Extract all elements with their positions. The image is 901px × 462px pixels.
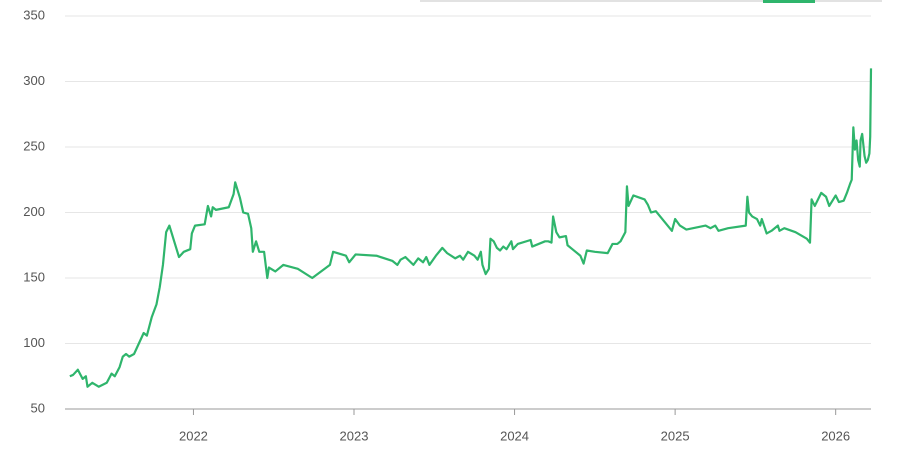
price-line <box>69 68 873 388</box>
x-tick-label: 2024 <box>500 428 529 443</box>
active-tab-indicator <box>763 0 815 3</box>
y-tick-label: 300 <box>23 73 45 88</box>
y-tick-label: 100 <box>23 335 45 350</box>
y-tick-label: 200 <box>23 204 45 219</box>
x-tick-label: 2025 <box>661 428 690 443</box>
y-tick-label: 350 <box>23 7 45 22</box>
y-tick-label: 250 <box>23 138 45 153</box>
toolbar-edge <box>420 0 882 2</box>
x-tick-label: 2026 <box>821 428 850 443</box>
x-tick-label: 2022 <box>179 428 208 443</box>
y-tick-label: 50 <box>31 400 45 415</box>
y-tick-label: 150 <box>23 269 45 284</box>
x-tick-label: 2023 <box>340 428 369 443</box>
